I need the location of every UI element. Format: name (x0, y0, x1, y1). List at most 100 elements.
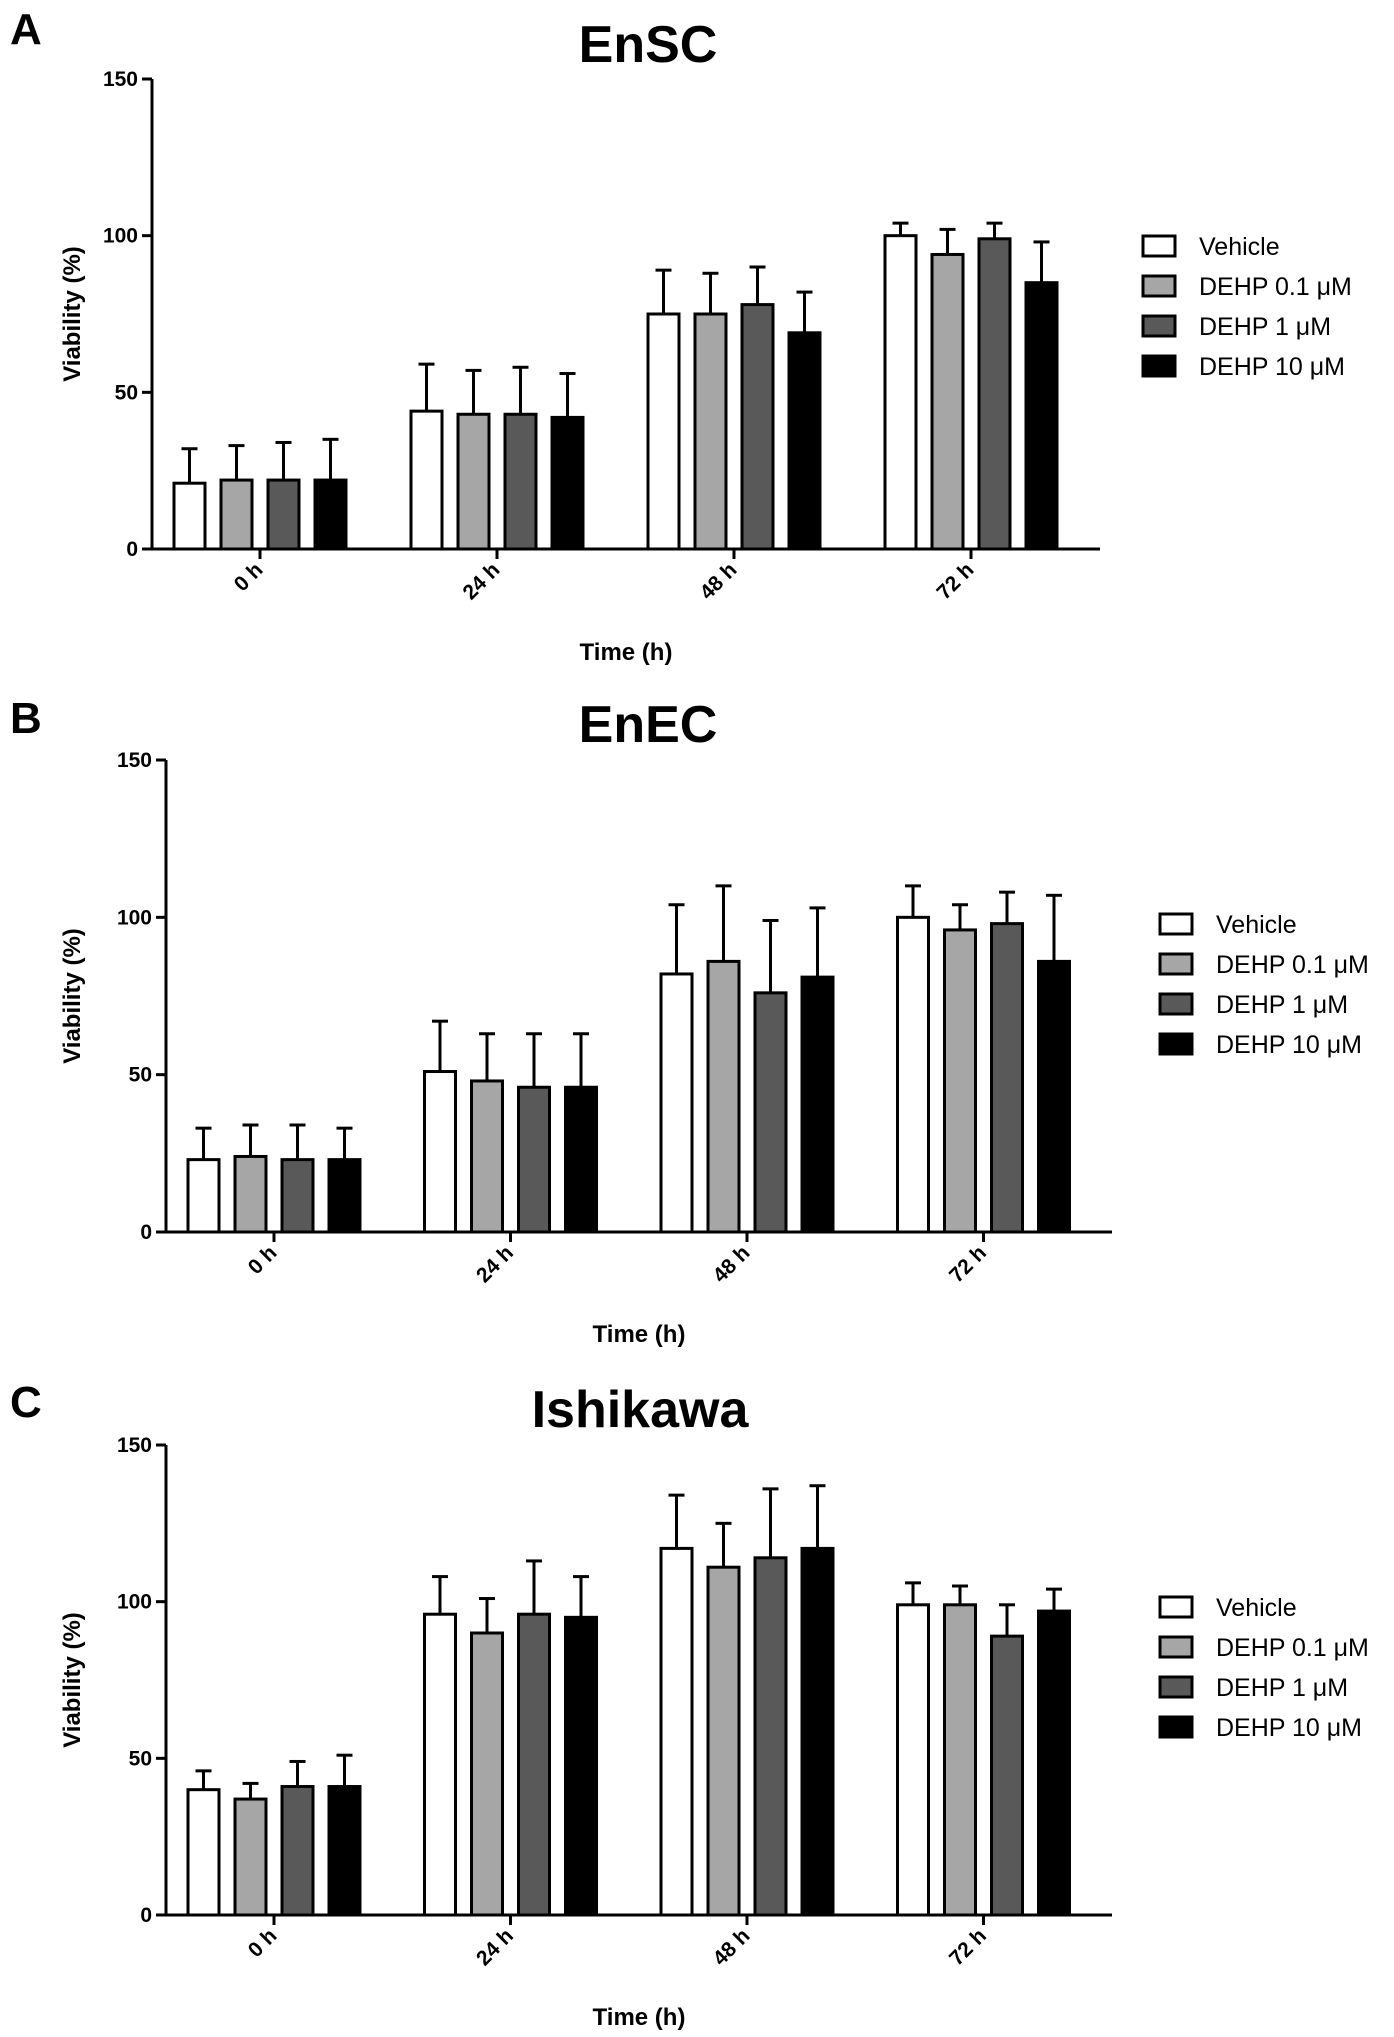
bar (517, 1612, 551, 1917)
bar (564, 1085, 598, 1234)
y-tick-label: 0 (140, 1221, 152, 1244)
bar (313, 478, 348, 551)
bar (233, 1797, 268, 1917)
bar (943, 928, 977, 1234)
legend-swatch (1158, 1595, 1194, 1619)
x-tick-label: 24 h (459, 558, 505, 604)
bar (659, 972, 694, 1234)
bar (800, 975, 835, 1234)
bar (753, 991, 788, 1234)
y-axis-title: Viability (%) (59, 246, 86, 382)
bar (659, 1546, 694, 1917)
bar (327, 1158, 362, 1234)
legend-label: Vehicle (1199, 233, 1280, 261)
x-axis-title: Time (h) (593, 2004, 686, 2031)
legend-label: DEHP 10 μM (1216, 1714, 1362, 1742)
y-tick-label: 50 (129, 1064, 152, 1087)
bar (706, 959, 741, 1234)
bar (564, 1615, 598, 1917)
bar (470, 1631, 504, 1917)
bar (896, 915, 930, 1234)
legend-label: DEHP 0.1 μM (1216, 1634, 1369, 1662)
legend-swatch (1158, 912, 1194, 936)
legend-swatch (1158, 952, 1194, 976)
legend-label: DEHP 1 μM (1216, 991, 1348, 1019)
bar (233, 1154, 268, 1234)
bar (470, 1079, 504, 1234)
legend-swatch (1158, 1635, 1194, 1659)
y-tick-label: 150 (103, 68, 138, 91)
legend-swatch (1141, 314, 1177, 338)
y-tick-label: 0 (126, 538, 138, 561)
legend-swatch (1158, 1675, 1194, 1699)
bar (800, 1546, 835, 1917)
y-tick-label: 100 (117, 1591, 152, 1614)
legend-label: Vehicle (1216, 911, 1297, 939)
x-tick-label: 48 h (696, 558, 742, 604)
chart-title: Ishikawa (532, 1381, 750, 1439)
bar (943, 1603, 977, 1917)
bar (280, 1158, 315, 1234)
legend-label: DEHP 10 μM (1199, 353, 1345, 381)
x-tick-label: 24 h (472, 1924, 518, 1970)
bar (186, 1788, 221, 1917)
y-tick-label: 0 (140, 1904, 152, 1927)
bar (172, 481, 207, 551)
x-tick-label: 48 h (709, 1241, 755, 1287)
y-tick-label: 150 (117, 749, 152, 772)
bar (517, 1085, 551, 1234)
bar (930, 252, 965, 551)
x-tick-label: 72 h (945, 1241, 991, 1287)
bar (423, 1612, 457, 1917)
bar (787, 331, 822, 551)
bar (896, 1603, 930, 1917)
y-axis-title: Viability (%) (59, 1612, 86, 1748)
legend-label: DEHP 10 μM (1216, 1031, 1362, 1059)
chart-title: EnEC (579, 696, 718, 754)
legend-label: DEHP 0.1 μM (1216, 951, 1369, 979)
bar (1024, 281, 1059, 551)
panel-letter: C (10, 1378, 42, 1427)
legend-swatch (1158, 992, 1194, 1016)
x-tick-label: 24 h (472, 1241, 518, 1287)
chart-panel-a: A EnSC 0 50 100 150 0 h 24 h 48 h 72 h Viability (… (10, 5, 1352, 666)
bar (409, 409, 444, 551)
bar (990, 1634, 1024, 1917)
bar (456, 412, 491, 551)
bar (550, 415, 585, 551)
bar (740, 303, 775, 551)
legend-swatch (1141, 234, 1177, 258)
bar (753, 1556, 788, 1917)
legend-label: DEHP 0.1 μM (1199, 273, 1352, 301)
bar (646, 312, 681, 551)
chart-title: EnSC (579, 16, 718, 74)
x-tick-label: 48 h (709, 1924, 755, 1970)
y-tick-label: 150 (117, 1434, 152, 1457)
x-axis-title: Time (h) (580, 639, 673, 666)
bar (1037, 1609, 1071, 1917)
panel-letter: A (10, 5, 42, 54)
y-axis-title: Viability (%) (59, 928, 86, 1064)
legend-swatch (1141, 354, 1177, 378)
bar (327, 1785, 362, 1917)
chart-panel-c: C Ishikawa 0 50 100 150 0 h 24 h 48 h 72 h Viabili… (10, 1378, 1369, 2031)
x-tick-label: 72 h (945, 1924, 991, 1970)
bar (186, 1158, 221, 1234)
y-tick-label: 100 (117, 906, 152, 929)
x-axis-title: Time (h) (593, 1321, 686, 1348)
legend-label: DEHP 1 μM (1199, 313, 1331, 341)
bar (990, 922, 1024, 1234)
x-tick-label: 0 h (230, 558, 268, 596)
x-tick-label: 72 h (933, 558, 979, 604)
legend-swatch (1158, 1715, 1194, 1739)
x-tick-label: 0 h (244, 1924, 282, 1962)
bar (1037, 959, 1071, 1234)
bar (693, 312, 728, 551)
panel-letter: B (10, 694, 42, 743)
y-tick-label: 50 (129, 1747, 152, 1770)
y-tick-label: 50 (115, 381, 138, 404)
legend-label: Vehicle (1216, 1594, 1297, 1622)
bar (883, 234, 918, 551)
bar (280, 1785, 315, 1917)
